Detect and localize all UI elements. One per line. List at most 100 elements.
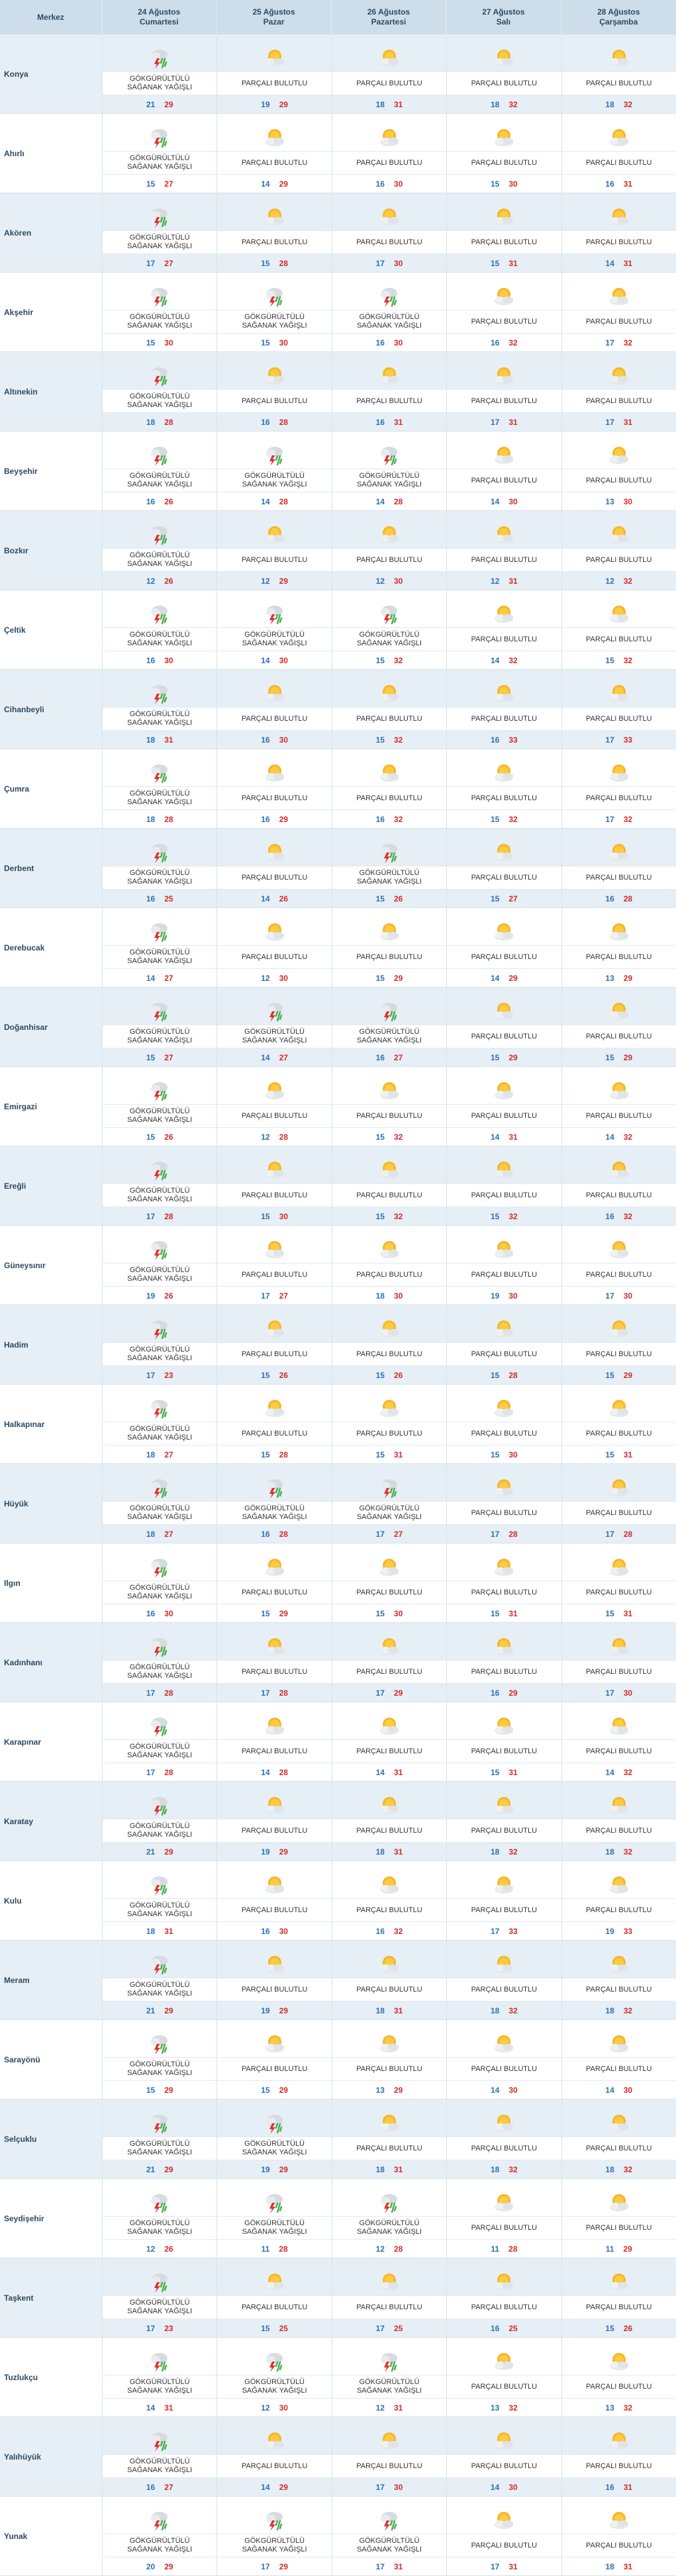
partly-cloudy-icon <box>379 2115 399 2132</box>
forecast-cell: PARÇALI BULUTLU 19 29 <box>217 1941 332 2019</box>
temperature-range: 19 26 <box>103 1287 217 1305</box>
temperature-range: 12 29 <box>217 572 331 590</box>
temperature-range: 11 28 <box>217 2240 331 2258</box>
max-temp: 30 <box>508 2085 518 2095</box>
city-name[interactable]: Yunak <box>4 2531 28 2541</box>
max-temp: 25 <box>393 2323 403 2333</box>
partly-cloudy-icon <box>495 764 514 782</box>
min-temp: 15 <box>146 1132 156 1142</box>
city-name[interactable]: Beyşehir <box>4 466 38 476</box>
weather-icon-area <box>332 352 446 389</box>
min-temp: 15 <box>261 1608 270 1618</box>
city-name[interactable]: Yalıhüyük <box>4 2452 42 2461</box>
min-temp: 15 <box>261 1370 270 1380</box>
forecast-cell: PARÇALI BULUTLU 15 31 <box>446 1702 561 1781</box>
min-temp: 15 <box>375 1608 385 1618</box>
city-name[interactable]: Karapınar <box>4 1737 42 1747</box>
city-name[interactable]: Halkapınar <box>4 1419 45 1429</box>
min-temp: 17 <box>605 417 614 427</box>
weather-icon-area <box>332 1543 446 1581</box>
forecast-cell: PARÇALI BULUTLU 12 32 <box>561 511 676 590</box>
city-name[interactable]: Cihanbeyli <box>4 704 44 714</box>
forecast-cell: PARÇALI BULUTLU 18 31 <box>331 1941 447 2019</box>
condition-label: GÖKGÜRÜLTÜLÜ SAĞANAK YAĞIŞLI <box>103 627 217 651</box>
condition-label: GÖKGÜRÜLTÜLÜ SAĞANAK YAĞIŞLI <box>103 866 217 890</box>
max-temp: 28 <box>279 1767 288 1777</box>
partly-cloudy-icon <box>265 526 284 543</box>
weather-icon-area <box>447 1782 561 1819</box>
city-name[interactable]: Selçuklu <box>4 2134 37 2144</box>
thunderstorm-rain-icon <box>380 1003 397 1022</box>
temperature-range: 18 31 <box>103 731 217 749</box>
forecast-cell: PARÇALI BULUTLU 15 29 <box>217 2020 332 2099</box>
city-name[interactable]: Tuzlukçu <box>4 2372 38 2382</box>
max-temp: 31 <box>623 179 633 189</box>
weather-icon-area <box>332 1464 446 1501</box>
forecast-cell: PARÇALI BULUTLU 14 31 <box>331 1702 447 1781</box>
max-temp: 32 <box>623 338 633 347</box>
thunderstorm-rain-icon <box>266 2353 283 2372</box>
condition-label: PARÇALI BULUTLU <box>332 1104 447 1128</box>
thunderstorm-rain-icon <box>151 923 168 943</box>
weather-icon-area <box>217 1385 331 1422</box>
city-name[interactable]: Taşkent <box>4 2293 34 2303</box>
weather-icon-area <box>562 1941 676 1978</box>
city-name[interactable]: Çumra <box>4 784 30 794</box>
city-name[interactable]: Sarayönü <box>4 2054 40 2064</box>
min-temp: 15 <box>375 1370 385 1380</box>
table-row: Akören GÖKGÜRÜLTÜLÜ SAĞANAK YAĞIŞLI 17 27 PA… <box>0 193 676 273</box>
city-name[interactable]: Meram <box>4 1975 30 1985</box>
max-temp: 28 <box>279 496 288 506</box>
partly-cloudy-icon <box>495 1162 514 1179</box>
city-name[interactable]: Seydişehir <box>4 2213 44 2223</box>
forecast-cell: PARÇALI BULUTLU 17 28 <box>561 1464 676 1543</box>
min-temp: 15 <box>491 1449 500 1459</box>
temperature-range: 17 32 <box>562 810 676 828</box>
table-row: Halkapınar GÖKGÜRÜLTÜLÜ SAĞANAK YAĞIŞLI 18… <box>0 1385 676 1464</box>
city-name[interactable]: Ahırlı <box>4 148 24 158</box>
city-name[interactable]: Çeltik <box>4 625 26 635</box>
city-name[interactable]: Kulu <box>4 1896 22 1906</box>
city-name[interactable]: Altınekin <box>4 387 38 396</box>
city-name[interactable]: Akşehir <box>4 307 34 317</box>
min-temp: 15 <box>491 258 500 268</box>
condition-label: PARÇALI BULUTLU <box>561 2216 676 2240</box>
city-name[interactable]: Hadim <box>4 1340 28 1350</box>
city-name[interactable]: Kadınhanı <box>4 1657 43 1667</box>
thunderstorm-rain-icon <box>151 2432 168 2452</box>
city-name[interactable]: Ereğli <box>4 1181 26 1191</box>
max-temp: 32 <box>623 2403 633 2413</box>
weather-icon-area <box>103 511 217 548</box>
city-name[interactable]: Güneysınır <box>4 1260 46 1270</box>
min-temp: 16 <box>605 1211 614 1221</box>
city-name[interactable]: Hüyük <box>4 1498 28 1508</box>
temperature-range: 17 29 <box>217 2557 331 2575</box>
city-name[interactable]: Emirgazi <box>4 1101 38 1111</box>
weather-icon-area <box>562 114 676 151</box>
city-name[interactable]: Konya <box>4 69 28 79</box>
city-name[interactable]: Akören <box>4 228 32 238</box>
max-temp: 30 <box>164 1608 173 1618</box>
header-city-label: Merkez <box>37 12 64 22</box>
city-name[interactable]: Derebucak <box>4 943 45 952</box>
weather-icon-area <box>217 1782 331 1819</box>
weather-icon-area <box>562 829 676 866</box>
weather-icon-area <box>217 2417 331 2454</box>
condition-label: PARÇALI BULUTLU <box>332 2057 447 2081</box>
weather-icon-area <box>217 193 331 230</box>
city-name[interactable]: Ilgın <box>4 1578 21 1588</box>
forecast-cell: GÖKGÜRÜLTÜLÜ SAĞANAK YAĞIŞLI 16 27 <box>102 2417 217 2496</box>
condition-label: PARÇALI BULUTLU <box>447 2295 561 2319</box>
city-name[interactable]: Doğanhisar <box>4 1022 48 1032</box>
max-temp: 27 <box>279 1052 288 1062</box>
forecast-cell: PARÇALI BULUTLU 15 26 <box>331 1305 447 1384</box>
city-name[interactable]: Karatay <box>4 1816 34 1826</box>
city-name[interactable]: Derbent <box>4 863 34 873</box>
min-temp: 11 <box>605 2244 614 2254</box>
partly-cloudy-icon <box>379 2432 399 2450</box>
condition-label: PARÇALI BULUTLU <box>447 707 561 731</box>
forecast-cell: PARÇALI BULUTLU 17 29 <box>331 1623 447 1702</box>
table-row: Hadim GÖKGÜRÜLTÜLÜ SAĞANAK YAĞIŞLI 17 23 PAR… <box>0 1305 676 1385</box>
temperature-range: 21 29 <box>103 2001 217 2019</box>
city-name[interactable]: Bozkır <box>4 545 28 555</box>
